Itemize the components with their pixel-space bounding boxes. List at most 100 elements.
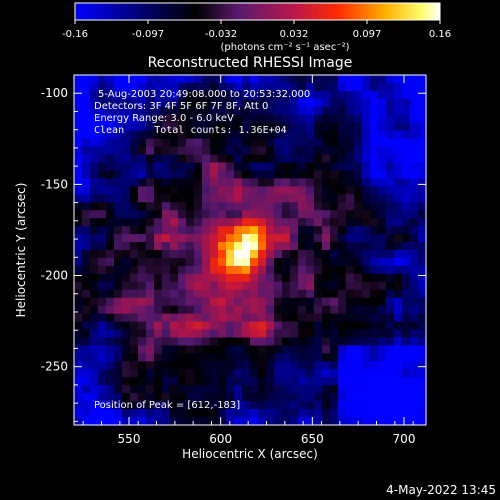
heatmap-cell [82, 138, 91, 148]
heatmap-cell [290, 90, 299, 100]
heatmap-cell [386, 154, 395, 163]
heatmap-cell [314, 345, 323, 354]
y-tick-label: -200 [41, 269, 68, 283]
heatmap-cell [186, 186, 195, 195]
heatmap-cell [322, 337, 331, 346]
heatmap-cell [314, 82, 323, 92]
heatmap-cell [410, 162, 419, 171]
heatmap-cell [370, 234, 379, 243]
heatmap-cell [346, 234, 355, 243]
heatmap-cell [298, 122, 307, 132]
heatmap-cell [234, 218, 243, 227]
heatmap-cell [138, 226, 147, 235]
heatmap-cell [322, 138, 331, 148]
heatmap-cell [354, 154, 363, 163]
heatmap-cell [226, 313, 235, 323]
heatmap-cell [330, 409, 339, 418]
heatmap-cell [402, 194, 411, 203]
heatmap-cell [234, 297, 243, 307]
heatmap-cell [226, 369, 235, 378]
heatmap-cell [122, 154, 131, 163]
heatmap-cell [90, 194, 99, 203]
heatmap-cell [378, 90, 387, 100]
heatmap-cell [106, 146, 115, 156]
heatmap-cell [154, 329, 163, 338]
heatmap-cell [338, 130, 347, 140]
heatmap-cell [114, 361, 123, 370]
heatmap-cell [226, 226, 235, 235]
heatmap-cell [242, 122, 251, 132]
heatmap-cell [258, 242, 267, 251]
heatmap-cell [218, 385, 227, 394]
heatmap-cell [98, 337, 107, 346]
heatmap-cell [218, 401, 227, 410]
heatmap-cell [266, 305, 275, 315]
heatmap-cell [186, 114, 195, 124]
heatmap-cell [266, 250, 275, 259]
heatmap-cell [250, 409, 259, 418]
heatmap-cell [170, 218, 179, 227]
heatmap-cell [242, 329, 251, 338]
heatmap-cell [154, 98, 163, 108]
heatmap-cell [162, 82, 171, 92]
heatmap-cell [266, 329, 275, 338]
heatmap-cell [186, 305, 195, 315]
heatmap-cell [322, 122, 331, 132]
heatmap-cell [234, 130, 243, 140]
heatmap-cell [394, 257, 403, 267]
heatmap-cell [114, 281, 123, 291]
heatmap-cell [394, 202, 403, 211]
heatmap-cell [338, 194, 347, 203]
heatmap-cell [266, 218, 275, 227]
heatmap-cell [74, 289, 83, 299]
heatmap-cell [82, 313, 91, 323]
heatmap-cell [154, 90, 163, 100]
heatmap-cell [138, 353, 147, 362]
heatmap-cell [178, 234, 187, 243]
heatmap-cell [330, 226, 339, 235]
heatmap-cell [306, 226, 315, 235]
heatmap-cell [234, 186, 243, 195]
heatmap-cell [338, 409, 347, 418]
heatmap-cell [362, 337, 371, 346]
heatmap-cell [122, 257, 131, 267]
heatmap-cell [74, 138, 83, 148]
heatmap-cell [234, 170, 243, 179]
heatmap-cell [362, 170, 371, 179]
heatmap-cell [218, 162, 227, 171]
heatmap-cell [394, 106, 403, 116]
heatmap-cell [418, 321, 426, 331]
heatmap-cell [394, 265, 403, 275]
heatmap-cell [362, 98, 371, 108]
heatmap-cell [298, 313, 307, 323]
heatmap-cell [146, 377, 155, 386]
heatmap-cell [290, 75, 299, 84]
heatmap-cell [226, 186, 235, 195]
heatmap-cell [378, 114, 387, 124]
heatmap-cell [82, 154, 91, 163]
heatmap-cell [338, 361, 347, 370]
heatmap-cell [122, 361, 131, 370]
heatmap-cell [290, 361, 299, 370]
heatmap-cell [314, 377, 323, 386]
heatmap-cell [210, 409, 219, 418]
heatmap-cell [218, 114, 227, 124]
heatmap-cell [186, 257, 195, 267]
heatmap-cell [370, 106, 379, 116]
heatmap-cell [298, 297, 307, 307]
heatmap-cell [322, 417, 331, 425]
heatmap-cell [74, 98, 83, 108]
heatmap-cell [338, 273, 347, 283]
heatmap-cell [226, 393, 235, 402]
heatmap-cell [314, 369, 323, 378]
heatmap-cell [258, 257, 267, 267]
heatmap-cell [330, 417, 339, 425]
heatmap-cell [306, 98, 315, 108]
heatmap-cell [314, 122, 323, 132]
heatmap-cell [234, 273, 243, 283]
heatmap-cell [330, 186, 339, 195]
heatmap-cell [314, 162, 323, 171]
heatmap-cell [354, 114, 363, 124]
heatmap-cell [402, 297, 411, 307]
heatmap-cell [394, 321, 403, 331]
